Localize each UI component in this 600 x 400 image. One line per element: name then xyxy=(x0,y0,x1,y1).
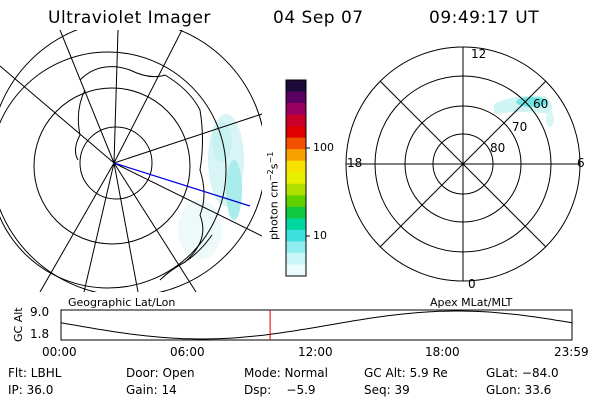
gcalt-info: GC Alt: 5.9 Re xyxy=(364,366,448,380)
mlat-60-label: 60 xyxy=(533,97,549,111)
time-tick-1: 06:00 xyxy=(170,345,205,359)
colorbar-band xyxy=(286,91,306,104)
colorbar xyxy=(285,79,310,277)
glon-info: GLon: 33.6 xyxy=(486,383,552,397)
polar-map xyxy=(345,46,581,282)
glat-info: GLat: −84.0 xyxy=(486,366,559,380)
altitude-chart-frame xyxy=(60,309,573,341)
altitude-curve xyxy=(60,310,573,340)
alt-tick-high: 9.0 xyxy=(30,305,50,319)
colorbar-band xyxy=(286,218,306,231)
alt-tick-low: 1.8 xyxy=(30,327,50,341)
ip-info: IP: 36.0 xyxy=(8,383,54,397)
colorbar-band xyxy=(286,206,306,219)
colorbar-band xyxy=(286,80,306,93)
mlat-80-label: 80 xyxy=(490,141,506,155)
seq-info: Seq: 39 xyxy=(364,383,410,397)
aurora-glow-geo xyxy=(178,114,244,260)
colorbar-band xyxy=(286,183,306,196)
time-label: 09:49:17 UT xyxy=(429,8,540,28)
gain-info: Gain: 14 xyxy=(126,383,177,397)
colorbar-frame xyxy=(285,79,307,277)
date-label: 04 Sep 07 xyxy=(273,8,364,28)
time-tick-2: 12:00 xyxy=(298,345,333,359)
time-tick-3: 18:00 xyxy=(425,345,460,359)
colorbar-band xyxy=(286,160,306,173)
aurora-glow-polar xyxy=(494,95,554,127)
colorbar-band xyxy=(286,149,306,162)
mode-info: Mode: Normal xyxy=(244,366,328,380)
colorbar-band xyxy=(286,252,306,265)
geo-map-label: Geographic Lat/Lon xyxy=(68,296,176,309)
colorbar-band xyxy=(286,114,306,127)
flt-info: Flt: LBHL xyxy=(8,366,62,380)
colorbar-band xyxy=(286,241,306,254)
colorbar-band xyxy=(286,103,306,116)
altitude-chart xyxy=(60,309,573,341)
colorbar-band xyxy=(286,137,306,150)
mlt-18-label: 18 xyxy=(347,156,363,170)
geographic-map xyxy=(0,30,262,292)
mlt-12-label: 12 xyxy=(471,47,487,61)
colorbar-tick-10: 10 xyxy=(313,229,327,242)
mlt-0-label: 0 xyxy=(468,277,476,291)
imager-title: Ultraviolet Imager xyxy=(48,8,211,28)
altitude-axis-label: GC Alt xyxy=(12,307,25,342)
colorbar-band xyxy=(286,264,306,277)
colorbar-band xyxy=(286,172,306,185)
colorbar-band xyxy=(286,229,306,242)
door-info: Door: Open xyxy=(126,366,195,380)
polar-map-label: Apex MLat/MLT xyxy=(430,296,513,309)
mlat-70-label: 70 xyxy=(512,120,528,134)
colorbar-tick-100: 100 xyxy=(313,141,334,154)
mlt-6-label: 6 xyxy=(577,156,585,170)
colorbar-unit-label: photon cm−2s−1 xyxy=(266,151,281,240)
dsp-info: Dsp: −5.9 xyxy=(244,383,316,397)
time-tick-4: 23:59 xyxy=(554,345,589,359)
colorbar-band xyxy=(286,126,306,139)
time-tick-0: 00:00 xyxy=(42,345,77,359)
colorbar-band xyxy=(286,195,306,208)
look-direction-line xyxy=(113,162,251,207)
